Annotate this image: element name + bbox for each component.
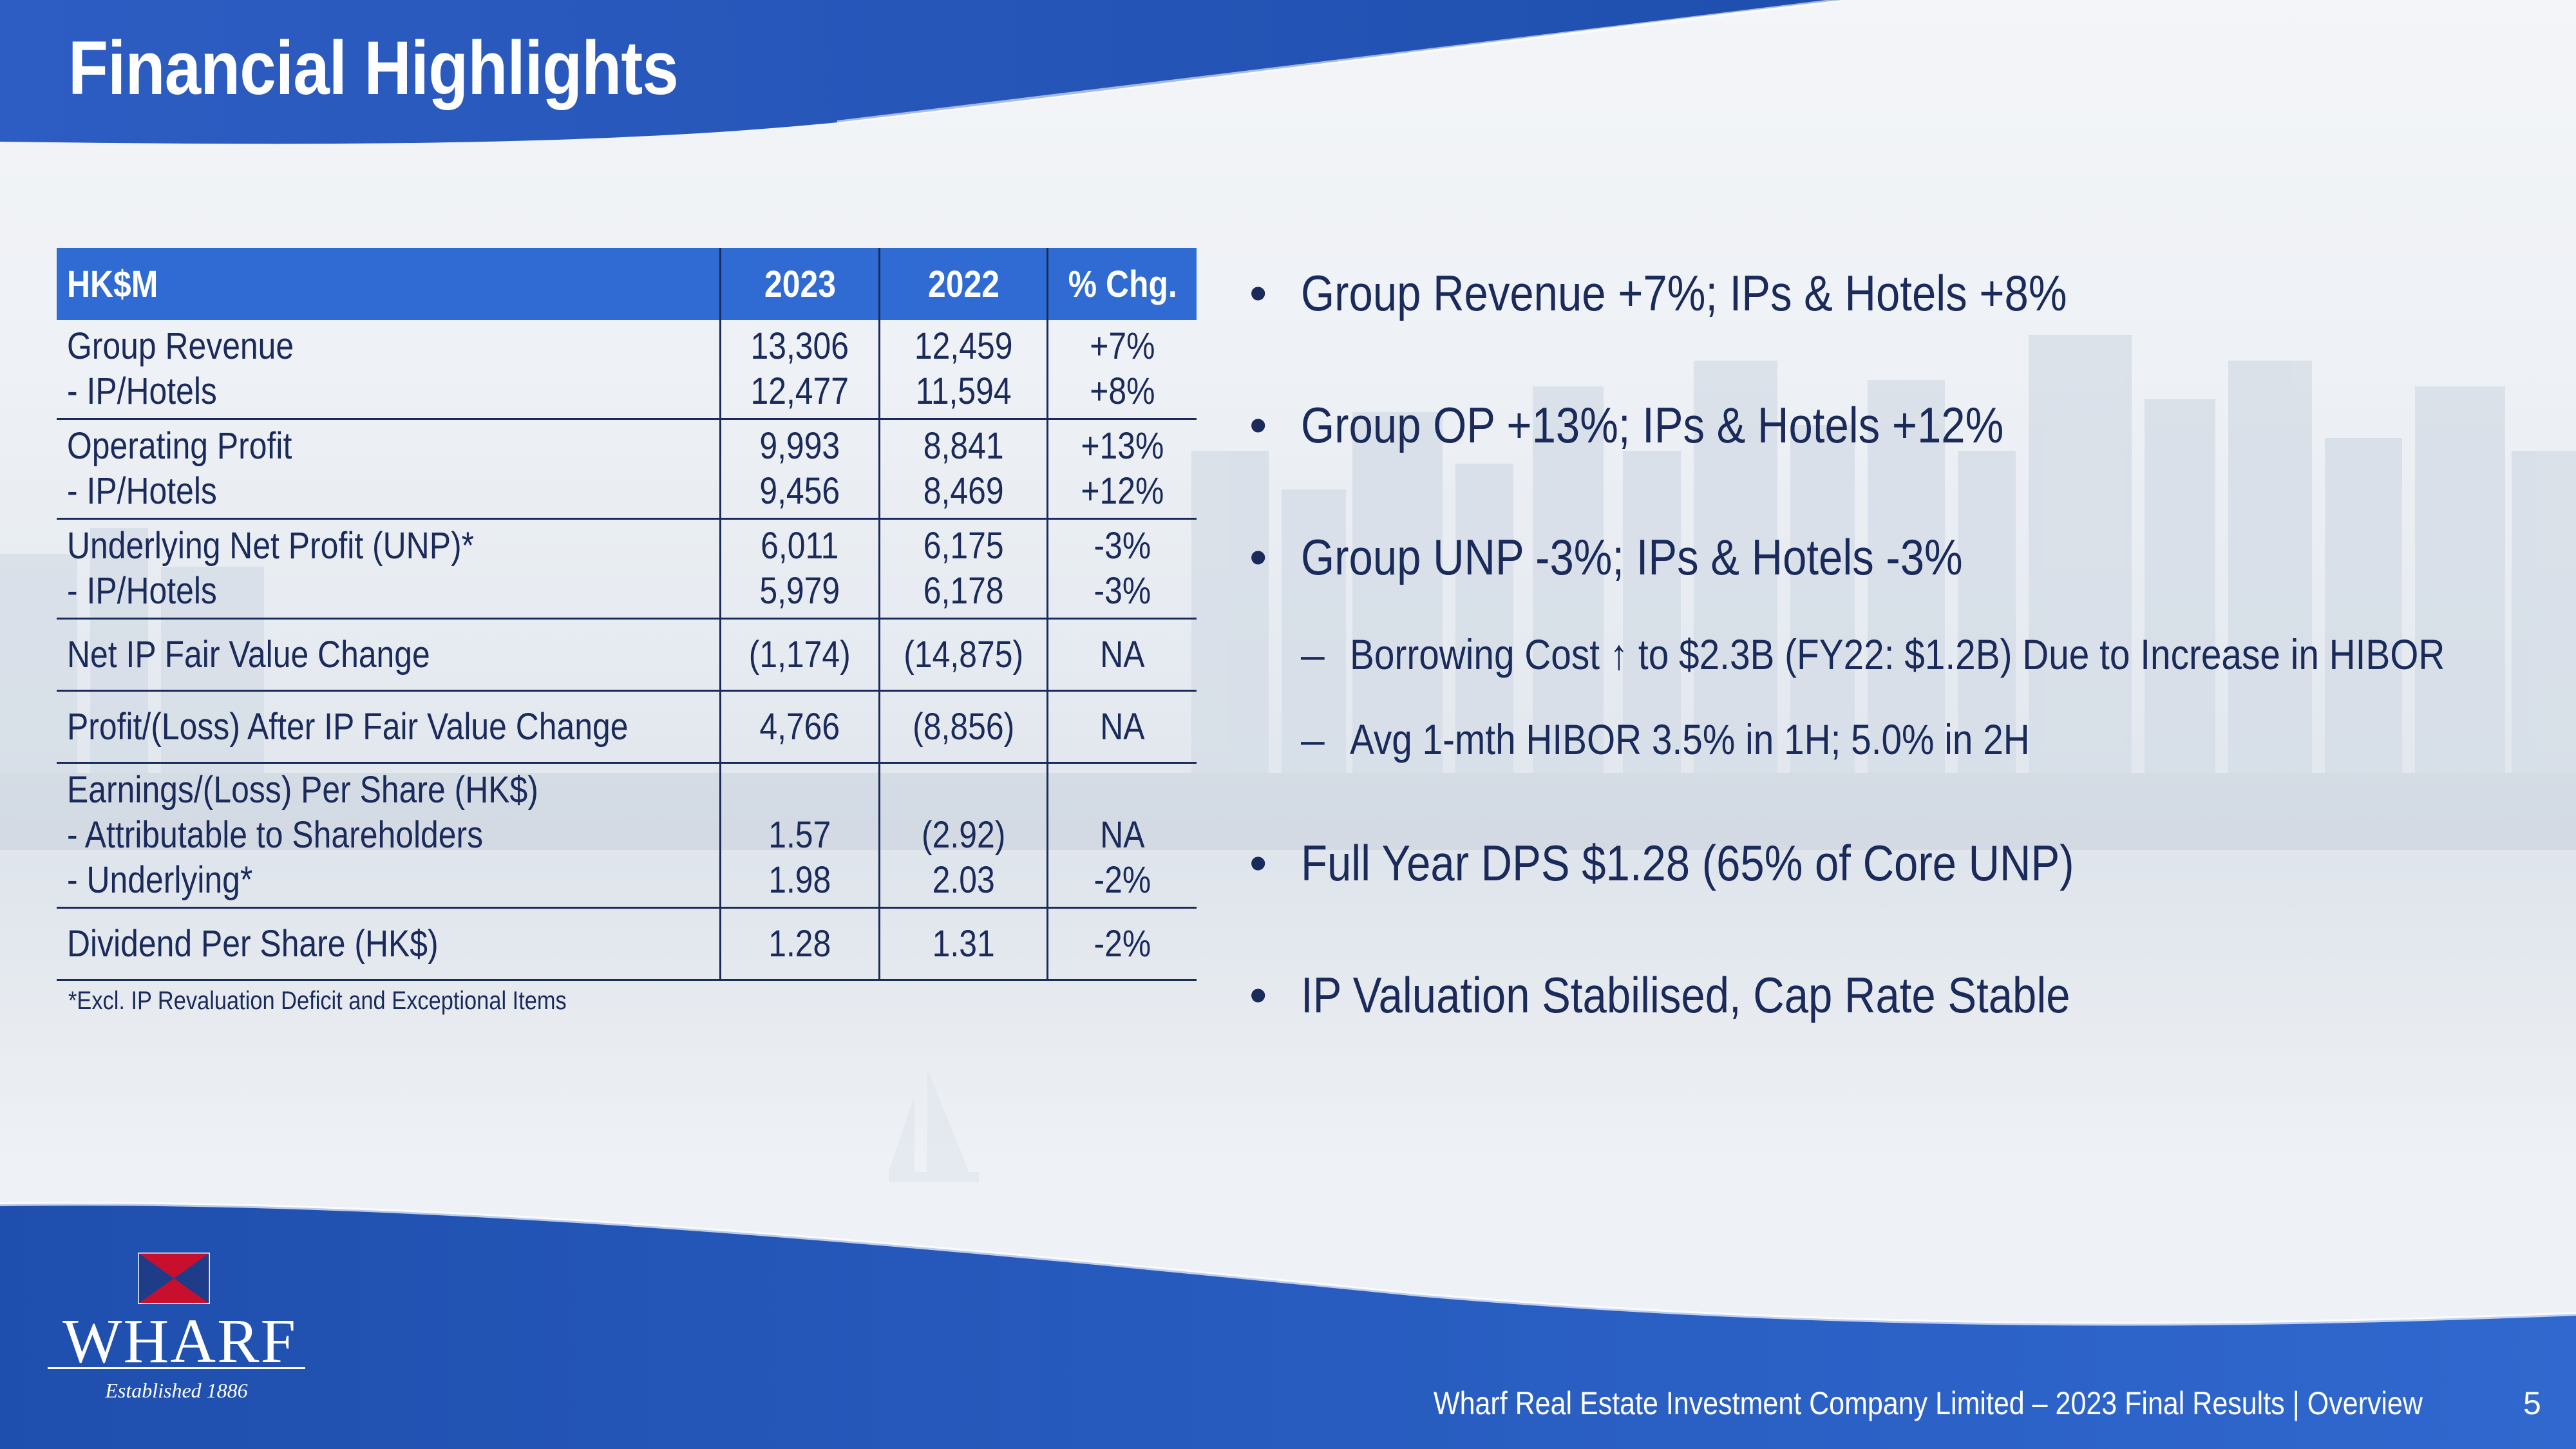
table-row: Net IP Fair Value Change (1,174) (14,875… (57, 618, 1197, 692)
cell-2023: 01.571.98 (720, 762, 880, 909)
wharf-flag-icon (138, 1253, 210, 1304)
financial-table: HK$M 2023 2022 % Chg. Group Revenue - IP/… (57, 248, 1197, 981)
cell-2022: (8,856) (879, 690, 1049, 764)
footer-wave-band (0, 1202, 2576, 1449)
cell-change: 0NA-2% (1047, 762, 1197, 909)
cell-2022: 8,841 8,469 (879, 419, 1049, 520)
cell-change: +13% +12% (1047, 419, 1197, 520)
wharf-logo: WHARF Established 1886 (48, 1253, 305, 1407)
cell-change: +7% +8% (1047, 320, 1197, 420)
cell-2022: (14,875) (879, 618, 1049, 692)
dash-icon: – (1301, 630, 1325, 678)
table-header-row: HK$M 2023 2022 % Chg. (57, 248, 1197, 320)
col-header-2023: 2023 (720, 248, 880, 320)
logo-divider (48, 1367, 305, 1369)
bullet-icon: • (1249, 397, 1267, 453)
bullet-icon: • (1249, 265, 1267, 321)
page-number: 5 (2523, 1385, 2541, 1421)
cell-change: -2% (1047, 907, 1197, 981)
cell-2022: 1.31 (879, 907, 1049, 981)
bullet-icon: • (1249, 529, 1267, 585)
row-label: Dividend Per Share (HK$) (57, 907, 722, 981)
cell-change: NA (1047, 618, 1197, 692)
cell-2023: 1.28 (720, 907, 880, 981)
cell-2023: 4,766 (720, 690, 880, 764)
table-row: Underlying Net Profit (UNP)* - IP/Hotels … (57, 518, 1197, 620)
row-label: Net IP Fair Value Change (57, 618, 722, 692)
logo-wordmark: WHARF (62, 1307, 297, 1376)
slide-title: Financial Highlights (68, 26, 679, 111)
cell-change: -3% -3% (1047, 518, 1197, 620)
table-row: Group Revenue - IP/Hotels 13,306 12,477 12… (57, 320, 1197, 420)
col-header-2022: 2022 (879, 248, 1049, 320)
cell-2023: 9,993 9,456 (720, 419, 880, 520)
col-header-unit: HK$M (57, 248, 722, 320)
cell-2023: 13,306 12,477 (720, 320, 880, 420)
bullet-icon: • (1249, 835, 1267, 891)
row-label: Group Revenue - IP/Hotels (57, 320, 722, 420)
cell-2022: 12,459 11,594 (879, 320, 1049, 420)
col-header-change: % Chg. (1047, 248, 1197, 320)
cell-2022: 0(2.92)2.03 (879, 762, 1049, 909)
header-wave-band (0, 0, 1842, 144)
table-row: Dividend Per Share (HK$) 1.28 1.31 -2% (57, 907, 1197, 981)
table-row: Earnings/(Loss) Per Share (HK$) - Attribu… (57, 762, 1197, 909)
table-row: Operating Profit - IP/Hotels 9,993 9,456 8… (57, 419, 1197, 520)
row-label: Operating Profit - IP/Hotels (57, 419, 722, 520)
row-label: Earnings/(Loss) Per Share (HK$) - Attribu… (57, 762, 722, 909)
row-label: Profit/(Loss) After IP Fair Value Change (57, 690, 722, 764)
table-row: Profit/(Loss) After IP Fair Value Change… (57, 690, 1197, 764)
cell-change: NA (1047, 690, 1197, 764)
dash-icon: – (1301, 715, 1325, 763)
bullet-icon: • (1249, 967, 1267, 1023)
cell-2023: (1,174) (720, 618, 880, 692)
footer-text: Wharf Real Estate Investment Company Lim… (1434, 1385, 2423, 1421)
logo-established: Established 1886 (105, 1379, 248, 1402)
cell-2023: 6,011 5,979 (720, 518, 880, 620)
table-footnote: *Excl. IP Revaluation Deficit and Except… (68, 987, 567, 1015)
row-label: Underlying Net Profit (UNP)* - IP/Hotels (57, 518, 722, 620)
cell-2022: 6,175 6,178 (879, 518, 1049, 620)
